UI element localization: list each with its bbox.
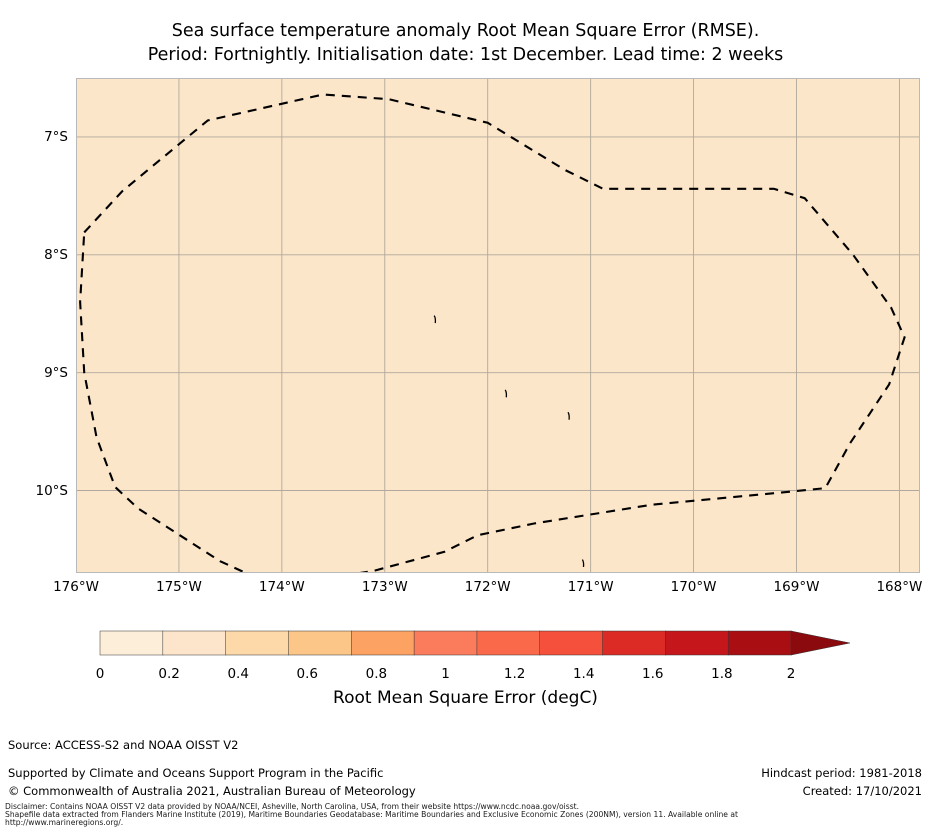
- footer-disclaimer-line-3: http://www.marineregions.org/.: [5, 818, 124, 828]
- footer-created-date: Created: 17/10/2021: [802, 783, 922, 798]
- colorbar-segment: [665, 630, 729, 656]
- footer-support-block: Supported by Climate and Oceans Support …: [8, 765, 416, 801]
- colorbar-svg: [99, 630, 851, 656]
- colorbar-tick-label: 1: [441, 666, 450, 682]
- footer-disclaimer-line-2: Shapefile data extracted from Flanders M…: [5, 810, 739, 820]
- eez-boundary-polyline: [79, 93, 906, 573]
- colorbar-segment: [602, 630, 667, 656]
- x-axis-tick-label: 172°W: [464, 579, 511, 595]
- x-axis-tick-label: 170°W: [670, 579, 717, 595]
- footer-copyright-line: © Commonwealth of Australia 2021, Austra…: [8, 783, 416, 798]
- colorbar: 0 0.2 0.4 0.6 0.8 1 1.2 1.4 1.6 1.8 2 Root Mean Sq…: [0, 626, 931, 716]
- colorbar-extend-arrow: [790, 630, 851, 656]
- map-gridlines: [76, 78, 920, 573]
- footer-disclaimer-line-1: Disclaimer: Contains NOAA OISST V2 data …: [5, 802, 580, 811]
- map-frame: [76, 78, 920, 573]
- y-axis-tick-label: 8°S: [44, 246, 68, 263]
- footer-disclaimer-block: Disclaimer: Contains NOAA OISST V2 data …: [5, 802, 926, 828]
- y-axis-tick-labels: 7°S 8°S 9°S 10°S: [0, 78, 69, 573]
- x-axis-tick-label: 176°W: [53, 579, 99, 595]
- colorbar-axis-label: Root Mean Square Error (degC): [333, 688, 598, 708]
- chart-title-line-2: Period: Fortnightly. Initialisation date…: [147, 44, 784, 65]
- colorbar-segment: [225, 630, 290, 656]
- colorbar-segment: [99, 630, 164, 656]
- footer-hindcast-period: Hindcast period: 1981-2018: [761, 766, 922, 780]
- colorbar-segment: [288, 630, 352, 656]
- x-axis-tick-label: 169°W: [773, 579, 820, 595]
- x-axis-tick-label: 174°W: [258, 579, 305, 595]
- colorbar-tick-label: 1.4: [572, 666, 595, 682]
- colorbar-segment: [727, 630, 792, 656]
- eez-boundary-path: [79, 93, 906, 573]
- colorbar-segment: [351, 630, 415, 656]
- island-outline: [567, 411, 570, 420]
- colorbar-segment: [539, 630, 604, 656]
- colorbar-tick-label: 0.6: [296, 666, 319, 682]
- colorbar-segment: [476, 630, 541, 656]
- colorbar-tick-label: 0: [95, 666, 105, 682]
- colorbar-tick-label: 0.4: [227, 666, 249, 682]
- colorbar-tick-label: 0.8: [365, 666, 388, 682]
- chart-title: Sea surface temperature anomaly Root Mea…: [0, 20, 931, 67]
- chart-title-line-1: Sea surface temperature anomaly Root Mea…: [171, 21, 760, 41]
- footer-source: Source: ACCESS-S2 and NOAA OISST V2: [8, 738, 239, 752]
- colorbar-segment: [413, 630, 478, 656]
- colorbar-tick-label: 0.2: [158, 666, 180, 682]
- y-axis-tick-label: 10°S: [35, 482, 69, 499]
- map-raster-background: [76, 78, 920, 573]
- x-axis-tick-label: 171°W: [567, 579, 614, 595]
- colorbar-tick-label: 2: [786, 666, 796, 682]
- colorbar-tick-label: 1.8: [711, 666, 733, 682]
- x-axis-tick-label: 175°W: [155, 579, 202, 595]
- y-axis-tick-label: 9°S: [44, 364, 68, 381]
- colorbar-tick-label: 1.6: [642, 666, 664, 682]
- colorbar-segment: [162, 630, 227, 656]
- x-axis-tick-label: 173°W: [361, 579, 408, 595]
- y-axis-tick-label: 7°S: [44, 128, 68, 145]
- footer-meta-block: Hindcast period: 1981-2018 Created: 17/1…: [761, 765, 922, 801]
- colorbar-segments: [99, 630, 851, 656]
- island-outlines: [433, 315, 585, 568]
- colorbar-tick-label: 1.2: [503, 666, 526, 682]
- footer-support-line: Supported by Climate and Oceans Support …: [8, 766, 384, 780]
- x-axis-tick-labels: 176°W 175°W 174°W 173°W 172°W 171°W 170°W 169°W…: [0, 573, 931, 603]
- x-axis-tick-label: 168°W: [876, 579, 923, 595]
- map-plot-area: [76, 78, 920, 573]
- island-outline: [581, 559, 585, 568]
- map-svg: [76, 78, 920, 573]
- island-outline: [433, 315, 437, 324]
- island-outline: [504, 389, 508, 398]
